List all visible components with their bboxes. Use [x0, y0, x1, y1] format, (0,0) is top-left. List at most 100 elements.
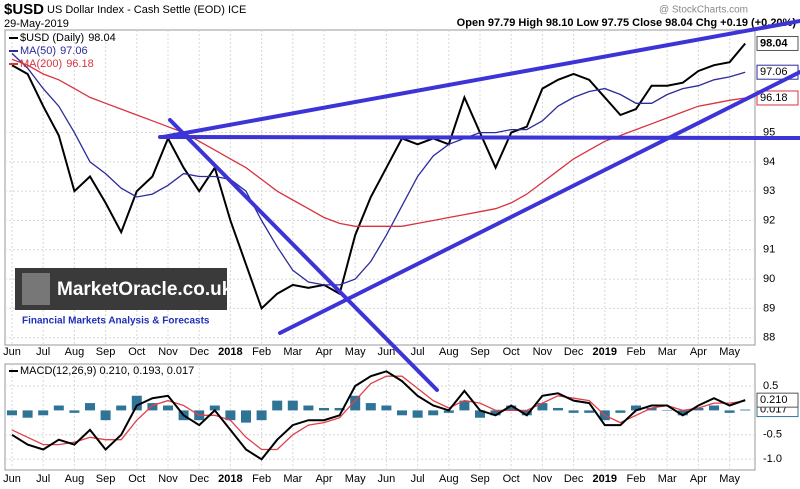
y-tick-label: 91: [763, 244, 775, 256]
histogram-bar: [693, 407, 704, 411]
histogram-bar: [225, 410, 236, 421]
date: 29-May-2019: [4, 18, 69, 30]
y-tick-label: 93: [763, 185, 775, 197]
histogram-bar: [38, 410, 49, 416]
x-tick-label: Oct: [503, 473, 520, 485]
instrument-name: US Dollar Index - Cash Settle (EOD) ICE: [47, 4, 246, 16]
x-tick-label: Jun: [378, 346, 396, 358]
histogram-bar: [475, 410, 485, 418]
x-tick-label: Jul: [36, 346, 50, 358]
histogram-bar: [319, 407, 329, 411]
x-tick-label: Jul: [411, 473, 425, 485]
y-tick-label: 89: [763, 302, 775, 314]
histogram-bar: [646, 407, 657, 411]
value-label: 97.06: [760, 66, 788, 78]
legend-label: $USD (Daily): [20, 32, 84, 44]
x-tick-label: Dec: [564, 346, 584, 358]
x-tick-label: Oct: [128, 346, 145, 358]
histogram-bar: [553, 407, 563, 411]
x-tick-label: Jun: [3, 346, 21, 358]
watermark-subtitle: Financial Markets Analysis & Forecasts: [22, 316, 210, 327]
x-tick-label: Jun: [378, 473, 396, 485]
x-tick-label: Apr: [315, 473, 332, 485]
x-tick-label: Dec: [189, 346, 209, 358]
histogram-bar: [568, 410, 579, 413]
histogram-bar: [163, 405, 173, 411]
value-label-box: [756, 35, 799, 51]
x-tick-label: Dec: [564, 473, 584, 485]
y-tick-label: -0.5: [763, 429, 782, 441]
x-tick-label: Sep: [470, 473, 490, 485]
x-tick-label: Feb: [252, 473, 271, 485]
legend-label: MACD(12,26,9) 0.210, 0.193, 0.017: [20, 365, 194, 377]
trend-line: [278, 70, 800, 335]
value-label-box: [756, 90, 799, 106]
series-line: [11, 52, 746, 286]
x-tick-label: Jul: [36, 473, 50, 485]
histogram-bar: [584, 410, 595, 413]
x-tick-label: 2018: [218, 346, 242, 358]
price-panel: [4, 29, 756, 346]
histogram-bar: [22, 410, 33, 418]
x-tick-label: Aug: [65, 346, 85, 358]
x-tick-label: Jul: [411, 346, 425, 358]
x-tick-label: Sep: [96, 346, 116, 358]
credit: @ StockCharts.com: [659, 5, 748, 16]
x-tick-label: 2019: [593, 473, 617, 485]
series-line: [11, 58, 746, 227]
histogram-bar: [631, 405, 641, 411]
histogram-bar: [100, 410, 111, 421]
panels: [4, 29, 756, 471]
x-tick-label: Nov: [533, 346, 553, 358]
histogram-bar: [506, 405, 517, 411]
x-tick-label: Oct: [128, 473, 145, 485]
x-tick-label: Nov: [533, 473, 553, 485]
histogram-bar: [428, 410, 439, 416]
histogram-bar: [724, 410, 735, 413]
series-line: [11, 42, 746, 311]
x-tick-label: May: [345, 473, 366, 485]
x-tick-label: Feb: [627, 473, 646, 485]
legend-label: MA(200): [20, 58, 62, 70]
x-tick-label: Apr: [690, 473, 707, 485]
x-tick-label: Mar: [658, 473, 677, 485]
trend-line: [168, 118, 439, 392]
x-tick-label: Oct: [503, 346, 520, 358]
x-tick-label: Aug: [439, 346, 459, 358]
value-label: 98.04: [760, 37, 788, 49]
x-tick-label: Feb: [627, 346, 646, 358]
trend-line: [158, 135, 800, 140]
histogram-bar: [303, 405, 314, 411]
y-tick-label: 95: [763, 126, 775, 138]
y-tick-label: 88: [763, 332, 775, 344]
trend-lines: [158, 19, 800, 392]
watermark-icon: [22, 273, 50, 305]
histogram-bar: [443, 410, 454, 413]
legend-value: 96.18: [66, 58, 94, 70]
x-tick-label: 2019: [593, 346, 617, 358]
histogram-bar: [272, 400, 283, 411]
histogram-bar: [662, 410, 673, 411]
histogram-bar: [677, 410, 688, 416]
x-tick-label: Mar: [658, 346, 677, 358]
histogram-bar: [615, 410, 626, 413]
x-tick-label: Mar: [283, 473, 302, 485]
x-tick-label: Apr: [690, 346, 707, 358]
y-tick-label: -1.0: [763, 453, 782, 465]
legend-label: MA(50): [20, 45, 56, 57]
histogram-bar: [350, 395, 361, 411]
histogram-bar: [521, 410, 532, 416]
histogram-bar: [537, 403, 548, 411]
x-tick-label: May: [719, 346, 740, 358]
histogram-bar: [116, 405, 127, 411]
histogram-bar: [7, 410, 17, 416]
x-tick-label: 2018: [218, 473, 242, 485]
histogram-bar: [740, 409, 751, 411]
x-tick-label: Aug: [65, 473, 85, 485]
legend-value: 98.04: [88, 32, 116, 44]
histogram-bar: [53, 405, 64, 411]
histogram-bar: [381, 405, 392, 411]
histogram-bar: [256, 410, 267, 421]
histogram-bar: [69, 410, 80, 413]
